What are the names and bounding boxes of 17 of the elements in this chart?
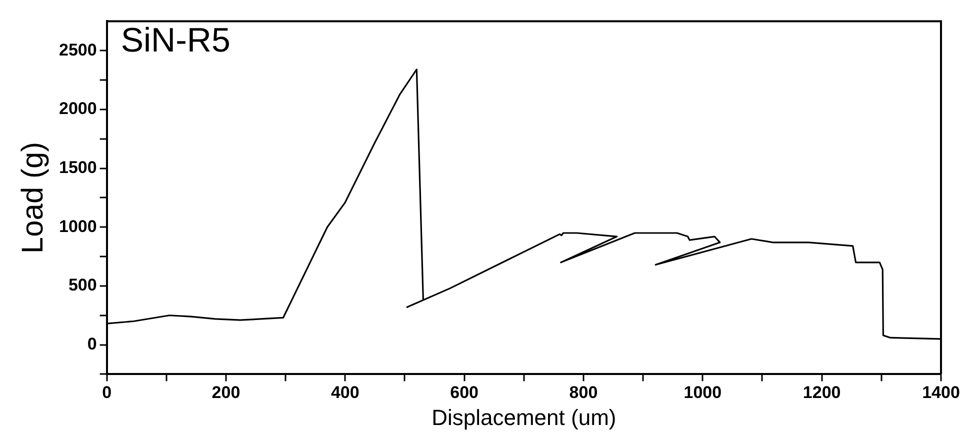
y-tick-label: 0: [87, 334, 97, 354]
x-tick-label: 200: [212, 383, 240, 402]
x-tick-label: 1200: [802, 383, 841, 402]
x-tick-label: 1400: [922, 383, 960, 402]
y-tick-label: 1500: [58, 158, 97, 177]
y-tick-label: 2000: [58, 99, 97, 118]
x-tick-label: 800: [569, 383, 598, 402]
y-tick-label: 2500: [58, 40, 97, 60]
y-tick-label: 1000: [58, 216, 97, 236]
x-tick-label: 400: [330, 383, 360, 402]
x-axis-title: Displacement (um): [432, 404, 616, 430]
x-tick-label: 0: [102, 383, 112, 402]
chart-title: SiN-R5: [120, 22, 230, 60]
y-axis-title: Load (g): [16, 142, 50, 254]
x-tick-label: 600: [450, 383, 479, 402]
x-tick-label: 1000: [684, 383, 722, 402]
y-tick-label: 500: [68, 276, 97, 295]
